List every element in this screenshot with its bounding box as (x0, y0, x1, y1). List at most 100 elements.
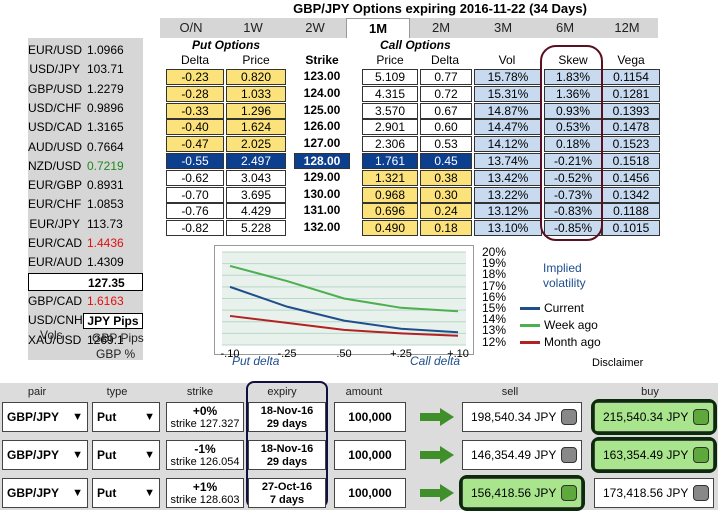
strike-field[interactable]: +0% strike 127.327 (166, 402, 244, 432)
quote-row[interactable]: GBP/CAD 1.6163 (28, 292, 143, 311)
sell-checkbox[interactable] (561, 409, 577, 425)
buy-price-button[interactable]: 163,354.49 JPY (594, 440, 714, 470)
cell-skew: 0.93% (544, 102, 602, 119)
strike-percent: -1% (194, 442, 216, 456)
cell-call-price[interactable]: 4.315 (362, 85, 418, 102)
cell-call-price[interactable]: 5.109 (362, 69, 418, 85)
strike-field[interactable]: -1% strike 126.054 (166, 440, 244, 470)
call-delta-label: Call delta (410, 354, 461, 368)
quote-row[interactable]: EUR/CAD 1.4436 (28, 234, 143, 253)
col-vol: Vol (498, 53, 516, 67)
series-line-week-ago (229, 264, 459, 313)
quote-row[interactable]: NZD/USD 0.7219 (28, 157, 143, 176)
tab-on[interactable]: O/N (179, 20, 203, 35)
tab-2m[interactable]: 2M (431, 20, 451, 35)
buy-checkbox[interactable] (693, 409, 709, 425)
quote-price: 127.35 (88, 275, 125, 290)
series-line-month-ago (229, 314, 459, 337)
type-select[interactable]: Put ▼ (92, 402, 160, 432)
sell-price-button[interactable]: 198,540.34 JPY (462, 402, 582, 432)
sell-checkbox[interactable] (561, 447, 577, 463)
cell-put-price[interactable]: 0.820 (226, 69, 286, 85)
cell-strike: 130.00 (294, 186, 350, 203)
buy-checkbox[interactable] (693, 485, 709, 501)
cell-call-price[interactable]: 3.570 (362, 102, 418, 119)
quote-row[interactable]: XAU/USD 1269.1 (28, 331, 143, 350)
tab-6m[interactable]: 6M (555, 20, 575, 35)
tab-3m[interactable]: 3M (493, 20, 513, 35)
x-tick-label: -.10 (221, 348, 240, 360)
vol-option-gbp-pct[interactable]: GBP % (96, 347, 136, 361)
expiry-field[interactable]: 18-Nov-16 29 days (248, 440, 326, 470)
cell-call-price[interactable]: 0.490 (362, 220, 418, 237)
order-header-strike: strike (186, 386, 214, 398)
cell-put-price[interactable]: 3.695 (226, 186, 286, 203)
quote-row[interactable]: USD/CAD 1.3165 (28, 118, 143, 137)
cell-call-price[interactable]: 2.306 (362, 136, 418, 153)
cell-put-price[interactable]: 1.624 (226, 119, 286, 136)
type-select[interactable]: Put ▼ (92, 478, 160, 508)
quote-price: 0.7664 (87, 139, 124, 154)
type-value: Put (97, 448, 117, 462)
tab-1m[interactable]: 1M (346, 18, 410, 38)
type-select[interactable]: Put ▼ (92, 440, 160, 470)
order-header-amount: amount (345, 386, 383, 398)
tab-12m[interactable]: 12M (614, 20, 640, 35)
cell-vol: 13.74% (474, 153, 542, 169)
cell-put-price[interactable]: 5.228 (226, 220, 286, 237)
vol-option-gbp-pips[interactable]: GBP Pips (92, 331, 144, 345)
right-arrow-icon (420, 484, 454, 502)
tab-1w[interactable]: 1W (243, 20, 263, 35)
pair-select[interactable]: GBP/JPY ▼ (2, 402, 88, 432)
jpy-pips-button[interactable]: JPY Pips (83, 313, 143, 329)
quote-row[interactable]: EUR/AUD 1.4309 (28, 253, 143, 272)
cell-call-price[interactable]: 0.696 (362, 203, 418, 220)
cell-put-price[interactable]: 4.429 (226, 203, 286, 220)
buy-highlight-ring (591, 399, 717, 435)
cell-skew: -0.21% (544, 153, 602, 169)
quote-row[interactable]: USD/JPY 103.71 (28, 60, 143, 79)
quote-row[interactable]: AUD/USD 0.7664 (28, 138, 143, 157)
cell-put-price[interactable]: 2.497 (226, 153, 286, 169)
expiry-field[interactable]: 18-Nov-16 29 days (248, 402, 326, 432)
disclaimer-link[interactable]: Disclaimer (592, 357, 644, 369)
quote-price: 0.7219 (87, 158, 124, 173)
buy-price-button[interactable]: 215,540.34 JPY (594, 402, 714, 432)
cell-put-price[interactable]: 1.296 (226, 102, 286, 119)
sell-price-button[interactable]: 156,418.56 JPY (462, 478, 582, 508)
cell-vol: 14.12% (474, 136, 542, 153)
cell-put-price[interactable]: 3.043 (226, 169, 286, 186)
cell-call-price[interactable]: 1.321 (362, 169, 418, 186)
tab-2w[interactable]: 2W (305, 20, 325, 35)
sell-price-button[interactable]: 146,354.49 JPY (462, 440, 582, 470)
dropdown-arrow-icon: ▼ (144, 411, 155, 423)
pair-value: GBP/JPY (7, 448, 60, 462)
amount-field[interactable]: 100,000 (334, 478, 406, 508)
expiry-field[interactable]: 27-Oct-16 7 days (248, 478, 326, 508)
quote-row[interactable]: GBP/USD 1.2279 (28, 80, 143, 99)
cell-put-price[interactable]: 1.033 (226, 85, 286, 102)
buy-checkbox[interactable] (693, 447, 709, 463)
pair-select[interactable]: GBP/JPY ▼ (2, 440, 88, 470)
quote-row[interactable]: EUR/CHF 1.0853 (28, 195, 143, 214)
col-vega: Vega (617, 53, 645, 67)
quote-row[interactable]: EUR/JPY 113.73 (28, 215, 143, 234)
sell-checkbox[interactable] (561, 485, 577, 501)
cell-strike: 128.00 (294, 153, 350, 169)
quote-row[interactable]: EUR/USD 1.0966 (28, 41, 143, 60)
strike-field[interactable]: +1% strike 128.603 (166, 478, 244, 508)
x-tick-label: +.25 (390, 348, 412, 360)
amount-field[interactable]: 100,000 (334, 402, 406, 432)
cell-call-price[interactable]: 0.968 (362, 186, 418, 203)
quote-row[interactable]: GBP/JPY 127.35 (28, 272, 143, 292)
page-title: GBP/JPY Options expiring 2016-11-22 (34 … (293, 1, 587, 16)
cell-call-price[interactable]: 2.901 (362, 119, 418, 136)
quote-price: 1.4309 (87, 255, 124, 270)
amount-field[interactable]: 100,000 (334, 440, 406, 470)
quote-row[interactable]: EUR/GBP 0.8931 (28, 176, 143, 195)
cell-call-price[interactable]: 1.761 (362, 153, 418, 169)
cell-put-price[interactable]: 2.025 (226, 136, 286, 153)
pair-select[interactable]: GBP/JPY ▼ (2, 478, 88, 508)
buy-price-button[interactable]: 173,418.56 JPY (594, 478, 714, 508)
quote-row[interactable]: USD/CHF 0.9896 (28, 99, 143, 118)
